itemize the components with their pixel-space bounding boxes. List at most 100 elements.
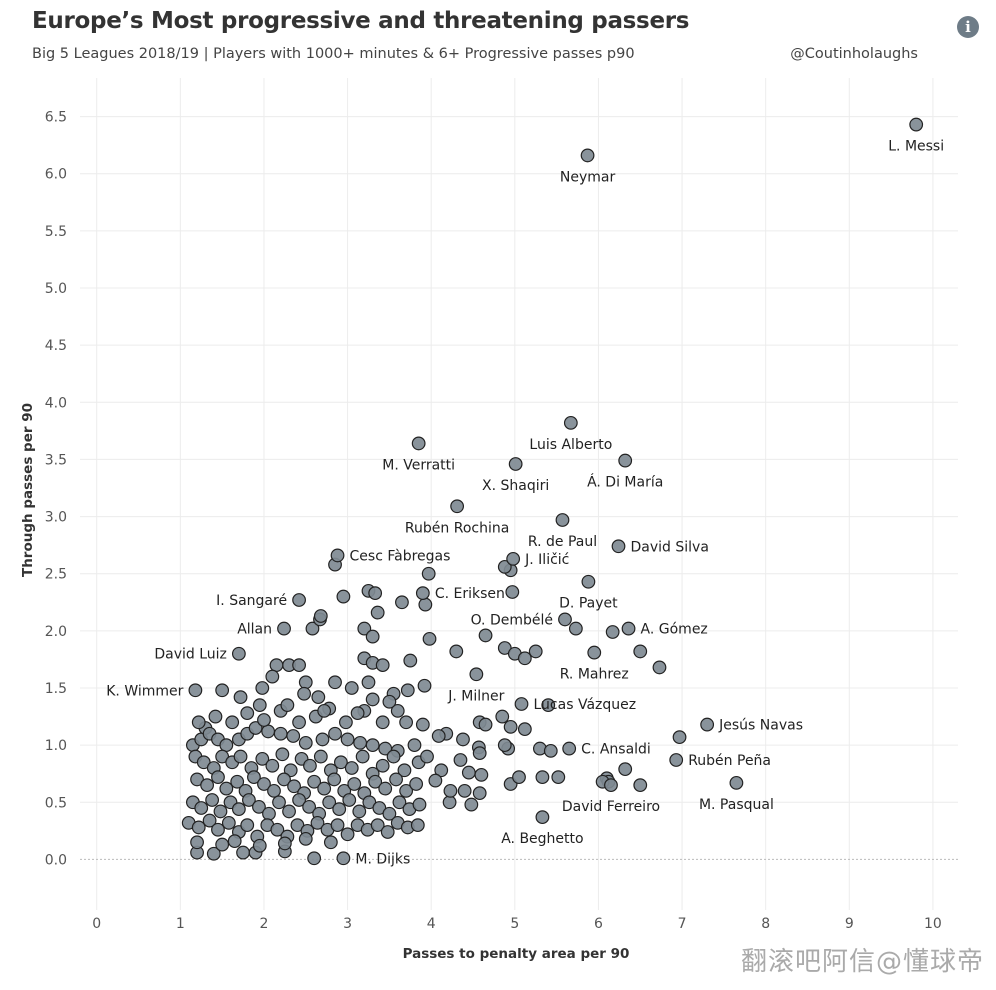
data-point <box>311 690 326 705</box>
data-point <box>252 698 267 713</box>
data-point <box>230 774 245 789</box>
data-point <box>344 761 359 775</box>
data-point <box>410 818 425 833</box>
data-point <box>551 770 566 785</box>
data-point <box>265 669 280 684</box>
data-point <box>350 706 365 721</box>
data-point <box>672 730 687 745</box>
point-label: M. Pasqual <box>699 797 774 813</box>
data-point <box>517 651 532 666</box>
data-point <box>443 783 458 798</box>
data-point <box>368 586 383 601</box>
author-handle: @Coutinholaughs <box>790 46 918 62</box>
data-point <box>618 762 633 777</box>
data-point <box>252 799 266 814</box>
data-point <box>215 837 230 852</box>
data-point <box>403 653 418 668</box>
data-point <box>190 835 204 850</box>
y-tick-label: 5.5 <box>45 224 67 240</box>
data-point <box>633 644 648 659</box>
data-point <box>352 804 367 819</box>
data-point <box>652 660 667 675</box>
data-point <box>397 763 412 778</box>
data-point <box>317 781 332 796</box>
data-point <box>361 675 376 690</box>
data-point <box>605 625 620 639</box>
data-point <box>322 795 337 810</box>
point-label: David Silva <box>631 539 709 555</box>
x-tick-label: 6 <box>594 916 603 932</box>
data-point <box>298 675 313 690</box>
data-point <box>310 815 325 830</box>
data-point <box>421 566 436 581</box>
data-point <box>225 715 240 730</box>
data-point <box>344 681 359 695</box>
point-label: Cesc Fàbregas <box>350 548 451 564</box>
point-label: David Ferreiro <box>562 799 660 815</box>
y-tick-label: 1.0 <box>45 738 67 754</box>
point-label: L. Messi <box>888 139 944 155</box>
data-point <box>302 799 317 814</box>
data-point <box>317 703 332 718</box>
y-axis-title: Through passes per 90 <box>20 403 36 577</box>
data-point <box>503 719 518 734</box>
data-point <box>280 698 295 713</box>
info-icon[interactable]: i <box>957 16 979 38</box>
data-point <box>506 551 521 566</box>
data-point <box>211 770 225 785</box>
data-point <box>464 797 479 812</box>
data-point <box>365 629 380 644</box>
data-point <box>215 683 230 698</box>
data-point <box>231 802 246 817</box>
point-label: R. Mahrez <box>560 667 629 683</box>
data-point <box>505 585 520 599</box>
data-point <box>261 724 276 739</box>
data-point <box>365 738 380 753</box>
point-label: Jesús Navas <box>718 718 803 734</box>
data-point <box>611 539 626 554</box>
data-point <box>517 722 532 737</box>
data-point <box>729 775 744 790</box>
y-tick-label: 2.5 <box>45 567 67 583</box>
data-point <box>461 765 476 780</box>
data-point <box>269 658 284 673</box>
data-point <box>330 548 345 563</box>
x-tick-label: 9 <box>845 916 854 932</box>
data-point <box>211 822 225 837</box>
data-point <box>375 658 390 673</box>
data-point <box>305 621 320 636</box>
data-point <box>282 804 296 819</box>
point-label: A. Beghetto <box>501 831 583 847</box>
data-point <box>323 835 338 850</box>
data-point <box>240 706 255 721</box>
data-point <box>242 793 256 807</box>
data-point <box>508 457 523 471</box>
data-point <box>255 681 270 695</box>
point-label: C. Ansaldi <box>581 742 651 758</box>
data-point <box>287 779 301 794</box>
x-tick-label: 3 <box>343 916 352 932</box>
data-point <box>474 767 489 782</box>
data-point <box>700 717 715 732</box>
data-point <box>273 726 288 741</box>
point-label: D. Payet <box>559 596 618 612</box>
x-tick-label: 1 <box>176 916 185 932</box>
data-point <box>370 605 385 620</box>
data-point <box>355 749 370 764</box>
point-label: Rubén Rochina <box>405 520 509 536</box>
data-point <box>375 715 390 730</box>
data-point <box>277 772 291 787</box>
point-label: J. Milner <box>447 688 504 704</box>
data-point <box>581 574 596 589</box>
x-tick-label: 10 <box>924 916 942 932</box>
data-point <box>587 645 602 660</box>
point-label: A. Gómez <box>641 622 708 638</box>
data-point <box>283 763 298 778</box>
y-tick-label: 3.5 <box>45 452 67 468</box>
data-point <box>188 683 203 698</box>
data-point <box>286 729 301 743</box>
data-point <box>420 749 434 764</box>
x-tick-label: 2 <box>260 916 269 932</box>
y-tick-label: 6.0 <box>45 167 67 183</box>
chart-subtitle: Big 5 Leagues 2018/19 | Players with 100… <box>32 46 635 62</box>
